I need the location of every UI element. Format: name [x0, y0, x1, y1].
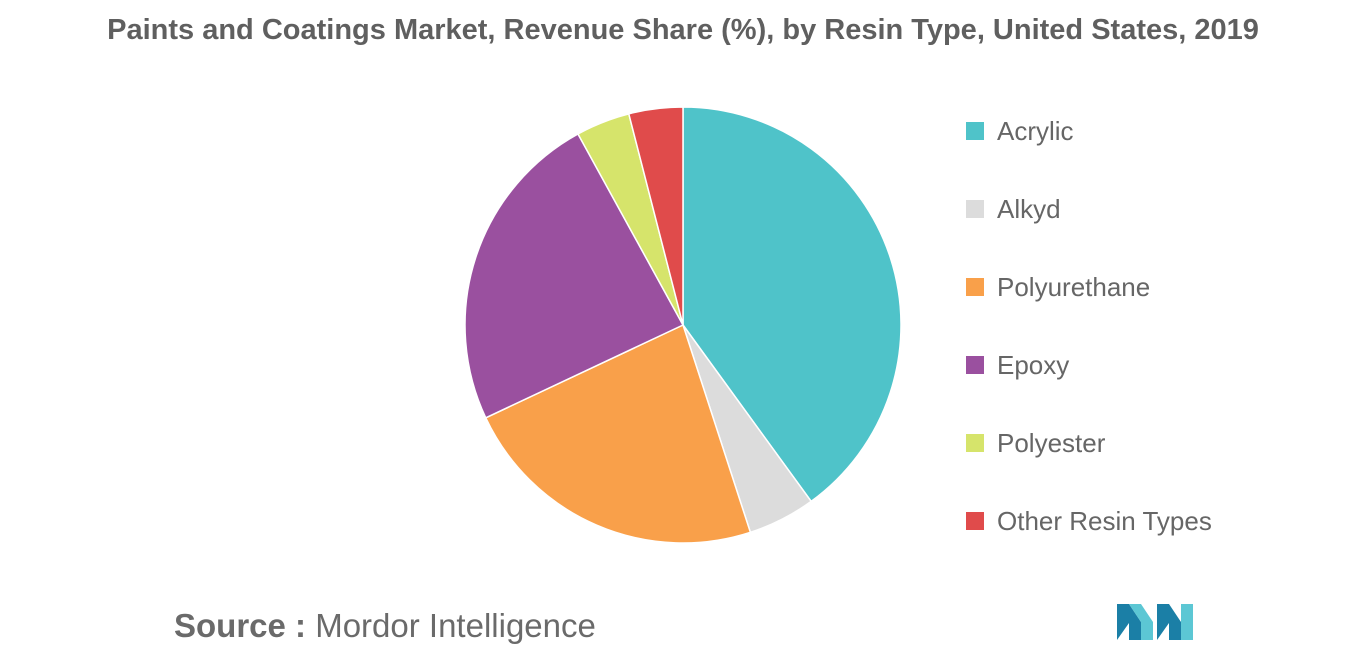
legend-swatch-alkyd [966, 200, 984, 218]
legend-label-other-resin-types: Other Resin Types [997, 506, 1212, 536]
legend-swatch-polyurethane [966, 278, 984, 296]
legend-label-acrylic: Acrylic [997, 116, 1074, 146]
source-value: Mordor Intelligence [315, 607, 596, 644]
pie-slice-acrylic [682, 106, 902, 503]
legend-swatch-other-resin-types [966, 512, 984, 530]
legend-swatch-acrylic [966, 122, 984, 140]
source-label: Source : [174, 607, 307, 644]
legend-label-polyurethane: Polyurethane [997, 272, 1151, 302]
pie-slice-epoxy [464, 132, 685, 419]
mordor-intelligence-logo-icon [1117, 604, 1193, 640]
legend-swatch-polyester [966, 434, 984, 452]
legend-label-polyester: Polyester [997, 428, 1106, 458]
pie-slice-polyurethane [484, 323, 752, 544]
source-note: Source : Mordor Intelligence [174, 607, 596, 645]
pie-slice-other-resin-types [627, 106, 684, 326]
legend-swatch-epoxy [966, 356, 984, 374]
chart-title: Paints and Coatings Market, Revenue Shar… [107, 14, 1259, 46]
legend-label-alkyd: Alkyd [997, 194, 1061, 224]
legend-label-epoxy: Epoxy [997, 350, 1070, 380]
